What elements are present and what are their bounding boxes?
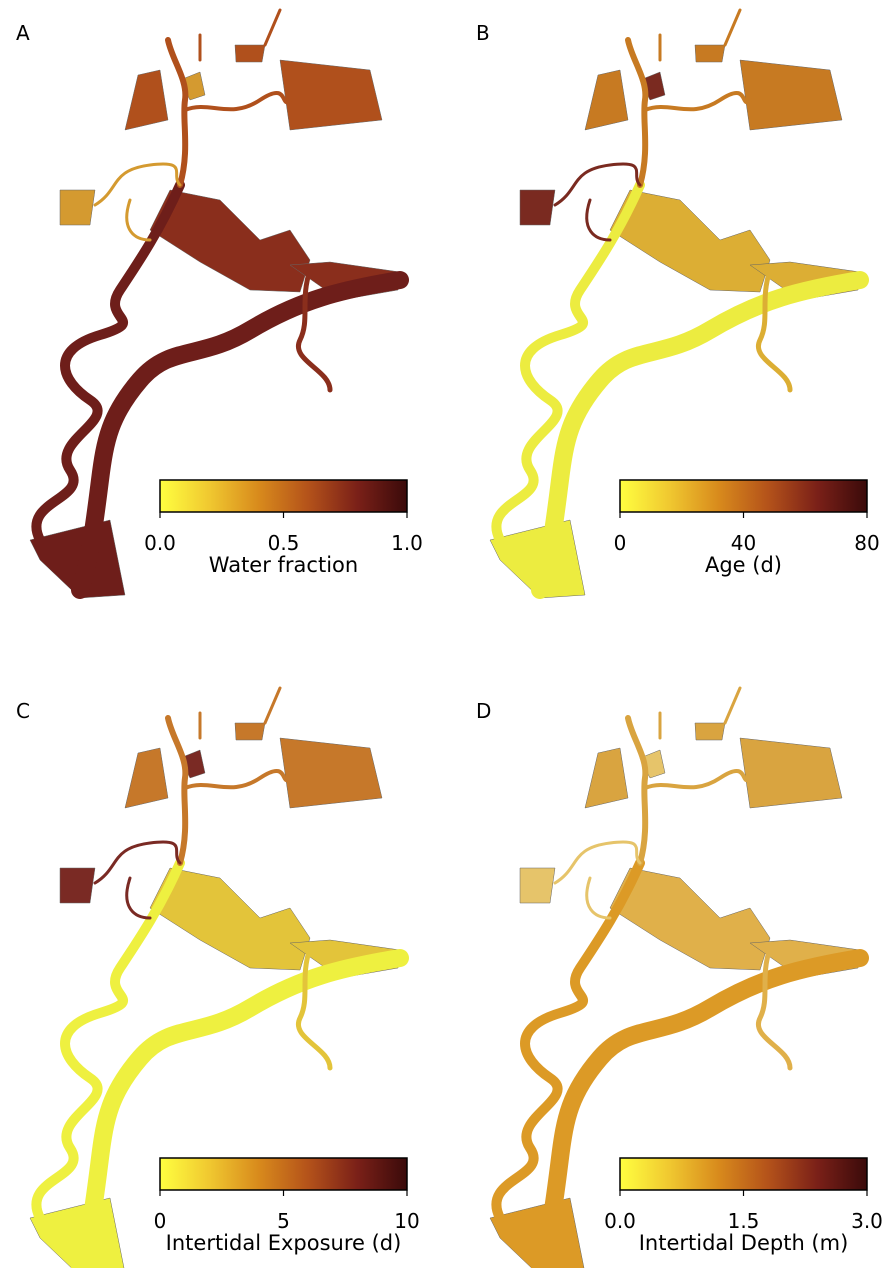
map-channel [587, 878, 610, 918]
map-area [125, 748, 168, 808]
map-area [280, 738, 382, 808]
map-area [520, 868, 555, 903]
map-area [695, 723, 725, 740]
map-channel [265, 10, 280, 45]
colorbar-label: Intertidal Exposure (d) [166, 1231, 402, 1255]
colorbar-tick-label: 0 [154, 1209, 167, 1233]
map-area [585, 748, 628, 808]
colorbar-tick-label: 3.0 [851, 1209, 883, 1233]
panel-label: D [476, 699, 491, 723]
map-area [740, 738, 842, 808]
panel-label: B [476, 21, 490, 45]
map-area [520, 190, 555, 225]
panel-label: A [16, 21, 30, 45]
colorbar [620, 480, 867, 512]
map-area [60, 190, 95, 225]
colorbar-label: Age (d) [705, 553, 782, 577]
colorbar-label: Intertidal Depth (m) [639, 1231, 849, 1255]
map-channel [540, 958, 860, 1268]
colorbar-label: Water fraction [209, 553, 358, 577]
panel-label: C [16, 699, 30, 723]
map-channel [127, 878, 150, 918]
colorbar-tick-label: 0 [614, 531, 627, 555]
map-channel [265, 688, 280, 723]
map-area [740, 60, 842, 130]
colorbar-tick-label: 1.5 [728, 1209, 760, 1233]
colorbar-tick-label: 0.0 [604, 1209, 636, 1233]
map-channel [80, 280, 400, 590]
colorbar [160, 1158, 407, 1190]
colorbar-tick-label: 80 [854, 531, 879, 555]
map-channel [725, 10, 740, 45]
map-area [60, 868, 95, 903]
colorbar-tick-label: 0.5 [268, 531, 300, 555]
colorbar-tick-label: 40 [731, 531, 756, 555]
map-area [125, 70, 168, 130]
map-channel [127, 200, 150, 240]
map-area [280, 60, 382, 130]
panel: A 0.0 0.5 1.0 Water fraction [16, 10, 423, 598]
colorbar [620, 1158, 867, 1190]
map-channel [540, 280, 860, 590]
colorbar [160, 480, 407, 512]
colorbar-tick-label: 10 [394, 1209, 419, 1233]
figure: A 0.0 0.5 1.0 Water fraction B 0 40 80 Age (d) C 0 5… [0, 0, 889, 1268]
map-area [585, 70, 628, 130]
colorbar-tick-label: 0.0 [144, 531, 176, 555]
panel: B 0 40 80 Age (d) [476, 10, 880, 598]
map-area [695, 45, 725, 62]
colorbar-tick-label: 5 [277, 1209, 290, 1233]
map-channel [725, 688, 740, 723]
map-channel [587, 200, 610, 240]
map-area [235, 45, 265, 62]
map-area [235, 723, 265, 740]
colorbar-tick-label: 1.0 [391, 531, 423, 555]
map-channel [80, 958, 400, 1268]
